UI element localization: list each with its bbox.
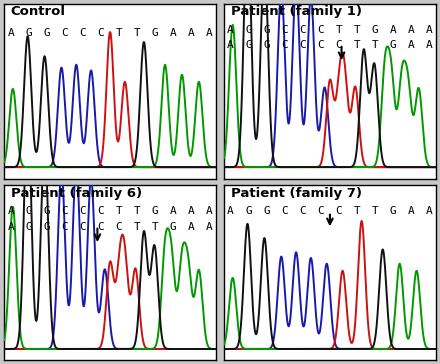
Text: G: G [263,40,270,50]
Text: C: C [300,25,306,35]
Text: G: G [390,206,396,217]
Text: A: A [390,25,396,35]
Text: G: G [170,222,177,232]
Text: A: A [188,222,195,232]
Text: C: C [62,28,68,38]
Text: G: G [44,222,50,232]
Text: A: A [188,206,195,217]
Text: A: A [7,222,14,232]
Text: T: T [372,206,378,217]
Text: A: A [170,28,177,38]
Text: G: G [44,28,50,38]
Text: T: T [134,222,140,232]
Text: C: C [282,40,288,50]
Text: G: G [245,206,252,217]
Text: A: A [426,40,433,50]
Text: G: G [263,206,270,217]
Text: A: A [227,25,234,35]
Text: T: T [372,40,378,50]
Text: G: G [44,206,50,217]
Text: C: C [300,40,306,50]
Text: T: T [354,206,360,217]
Text: G: G [372,25,378,35]
Text: Patient (family 7): Patient (family 7) [231,187,362,200]
Text: A: A [7,28,14,38]
Text: C: C [62,206,68,217]
Text: C: C [336,40,342,50]
Text: G: G [26,206,32,217]
Text: G: G [263,25,270,35]
Text: T: T [116,28,122,38]
Text: C: C [98,28,104,38]
Text: C: C [98,222,104,232]
Text: Control: Control [11,5,66,19]
Text: T: T [336,25,342,35]
Text: C: C [318,40,324,50]
Text: A: A [408,25,414,35]
Text: G: G [152,28,158,38]
Text: G: G [245,40,252,50]
Text: A: A [426,206,433,217]
Text: C: C [80,206,86,217]
Text: G: G [26,28,32,38]
Text: T: T [134,206,140,217]
Text: T: T [134,28,140,38]
Text: A: A [408,206,414,217]
Text: T: T [354,40,360,50]
Text: C: C [282,25,288,35]
Text: C: C [80,28,86,38]
Text: T: T [152,222,158,232]
Text: A: A [206,28,213,38]
Text: A: A [188,28,195,38]
Text: G: G [152,206,158,217]
Text: C: C [318,206,324,217]
Text: A: A [206,222,213,232]
Text: Patient (family 6): Patient (family 6) [11,187,142,200]
Text: A: A [206,206,213,217]
Text: C: C [336,206,342,217]
Text: C: C [80,222,86,232]
Text: C: C [62,222,68,232]
Text: C: C [282,206,288,217]
Text: G: G [26,222,32,232]
Text: T: T [354,25,360,35]
Text: C: C [98,206,104,217]
Text: A: A [227,206,234,217]
Text: G: G [245,25,252,35]
Text: C: C [300,206,306,217]
Text: A: A [227,40,234,50]
Text: C: C [116,222,122,232]
Text: A: A [170,206,177,217]
Text: A: A [426,25,433,35]
Text: Patient (family 1): Patient (family 1) [231,5,362,19]
Text: G: G [390,40,396,50]
Text: A: A [408,40,414,50]
Text: A: A [7,206,14,217]
Text: T: T [116,206,122,217]
Text: C: C [318,25,324,35]
